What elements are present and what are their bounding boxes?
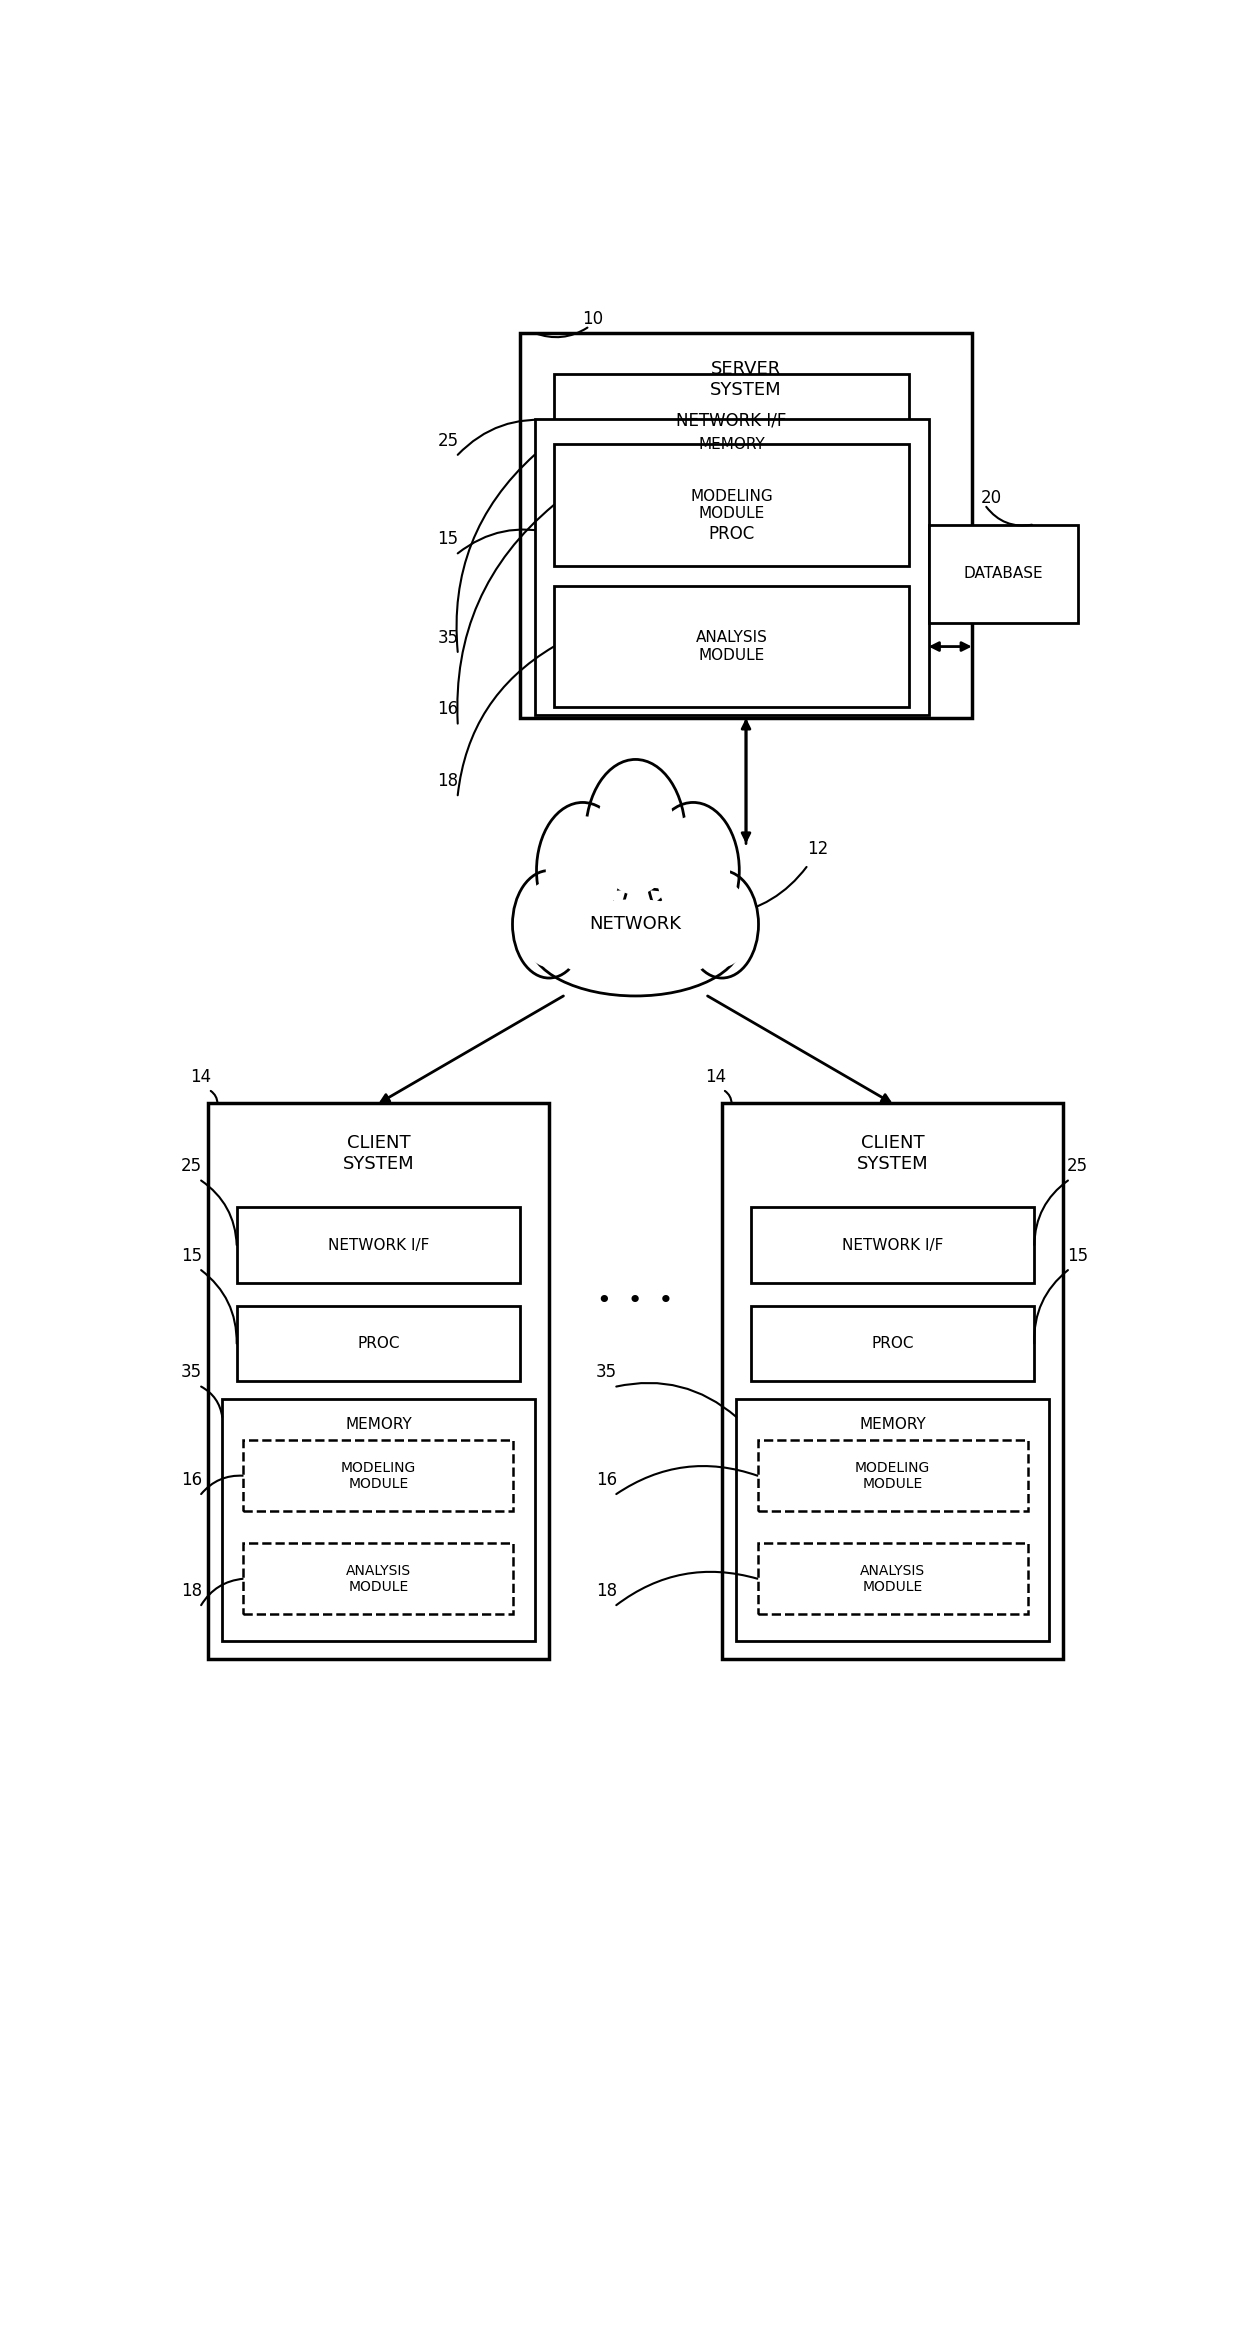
Text: •  •  •: • • • [598,1289,673,1312]
FancyBboxPatch shape [243,1440,513,1510]
FancyBboxPatch shape [554,486,909,579]
FancyBboxPatch shape [758,1543,1028,1615]
Text: MODELING
MODULE: MODELING MODULE [691,489,773,521]
Text: 16: 16 [438,700,459,719]
Text: NETWORK I/F: NETWORK I/F [676,412,787,430]
Ellipse shape [647,803,739,938]
FancyBboxPatch shape [521,333,972,719]
Text: 15: 15 [181,1247,202,1266]
Text: PROC: PROC [708,524,755,542]
FancyBboxPatch shape [929,524,1078,624]
Text: NETWORK I/F: NETWORK I/F [327,1238,429,1252]
Ellipse shape [529,889,742,996]
FancyBboxPatch shape [554,375,909,468]
Text: 18: 18 [181,1582,202,1601]
Text: 35: 35 [596,1364,618,1382]
Text: PROC: PROC [357,1336,399,1352]
FancyBboxPatch shape [243,1543,513,1615]
Text: CLIENT
SYSTEM: CLIENT SYSTEM [342,1133,414,1173]
Text: 20: 20 [981,489,1002,507]
Text: NETWORK I/F: NETWORK I/F [842,1238,944,1252]
Ellipse shape [537,803,629,938]
Ellipse shape [595,775,676,896]
Text: MODELING
MODULE: MODELING MODULE [854,1461,930,1492]
Text: DATABASE: DATABASE [963,565,1043,582]
Ellipse shape [512,870,585,977]
Text: 12: 12 [807,840,828,859]
Text: ANALYSIS
MODULE: ANALYSIS MODULE [346,1564,410,1594]
Text: MEMORY: MEMORY [698,437,765,451]
FancyBboxPatch shape [751,1305,1034,1382]
Ellipse shape [656,817,730,926]
Text: MEMORY: MEMORY [345,1417,412,1431]
Text: 18: 18 [596,1582,618,1601]
FancyBboxPatch shape [534,419,929,714]
FancyBboxPatch shape [208,1103,549,1659]
Text: 15: 15 [1066,1247,1089,1266]
Text: 14: 14 [191,1068,212,1087]
FancyBboxPatch shape [554,444,909,565]
FancyBboxPatch shape [751,1208,1034,1282]
FancyBboxPatch shape [237,1208,521,1282]
Text: CLIENT
SYSTEM: CLIENT SYSTEM [857,1133,929,1173]
Text: 10: 10 [582,309,603,328]
Text: 25: 25 [438,430,459,449]
FancyBboxPatch shape [222,1399,534,1641]
FancyBboxPatch shape [737,1399,1049,1641]
Ellipse shape [520,882,578,968]
Text: SERVER
SYSTEM: SERVER SYSTEM [711,361,782,398]
Text: 16: 16 [596,1471,618,1489]
Text: 35: 35 [181,1364,202,1382]
Text: 15: 15 [438,531,459,549]
FancyBboxPatch shape [554,586,909,707]
Text: ANALYSIS
MODULE: ANALYSIS MODULE [696,631,768,663]
FancyBboxPatch shape [237,1305,521,1382]
FancyBboxPatch shape [722,1103,1063,1659]
Ellipse shape [693,882,751,968]
Text: 25: 25 [1066,1157,1089,1175]
Text: 25: 25 [181,1157,202,1175]
Text: MODELING
MODULE: MODELING MODULE [341,1461,417,1492]
Text: NETWORK: NETWORK [589,915,682,933]
Ellipse shape [686,870,759,977]
Text: MEMORY: MEMORY [859,1417,926,1431]
Text: ANALYSIS
MODULE: ANALYSIS MODULE [861,1564,925,1594]
Ellipse shape [585,759,686,910]
Ellipse shape [546,817,620,926]
Text: 35: 35 [438,628,459,647]
FancyBboxPatch shape [758,1440,1028,1510]
Text: 16: 16 [181,1471,202,1489]
Text: 14: 14 [704,1068,725,1087]
Text: 18: 18 [438,773,459,789]
Text: PROC: PROC [872,1336,914,1352]
Ellipse shape [551,898,720,984]
